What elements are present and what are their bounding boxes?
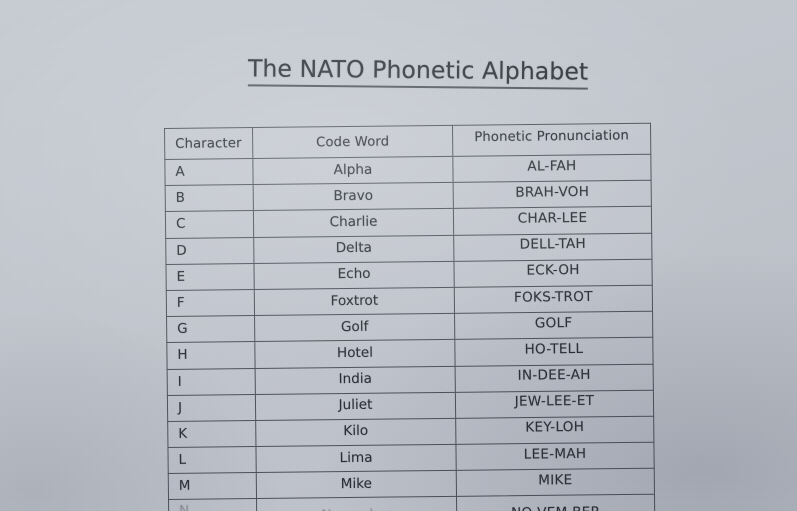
cell-code-word-label: Mike bbox=[340, 475, 373, 492]
cell-character-label: H bbox=[177, 348, 188, 364]
cell-character-label: M bbox=[178, 479, 191, 495]
cell-code-word: Kilo bbox=[255, 417, 456, 447]
cell-phonetic: KEY-LOH bbox=[455, 415, 655, 444]
cell-code-word-label: Golf bbox=[340, 318, 369, 335]
cell-phonetic-label: LEE-MAH bbox=[523, 445, 587, 463]
column-header-code-word-label: Code Word bbox=[315, 134, 390, 150]
cell-phonetic-label: DELL-TAH bbox=[519, 236, 587, 253]
cell-character-label: F bbox=[176, 295, 185, 311]
cell-character: F bbox=[165, 288, 255, 317]
column-header-character: Character bbox=[164, 127, 253, 159]
cell-character: M bbox=[167, 472, 257, 500]
cell-character-label: B bbox=[175, 191, 186, 207]
cell-phonetic-label: BRAH-VOH bbox=[515, 183, 590, 201]
cell-phonetic-label: MIKE bbox=[538, 471, 573, 489]
cell-code-word-label: November bbox=[321, 507, 392, 511]
cell-character-label: I bbox=[177, 374, 182, 390]
cell-character-label: A bbox=[175, 164, 185, 180]
cell-code-word: Echo bbox=[253, 260, 454, 289]
cell-code-word: Hotel bbox=[254, 339, 455, 368]
cell-code-word-label: Hotel bbox=[336, 344, 374, 362]
cell-code-word: India bbox=[254, 365, 455, 394]
cell-phonetic: DELL-TAH bbox=[453, 232, 653, 261]
cell-code-word-label: Delta bbox=[335, 239, 373, 257]
cell-code-word-label: Juliet bbox=[338, 397, 373, 414]
table-body: A Alpha AL-FAH B Bravo BRAH-VOH C Charlie CHAR-L… bbox=[164, 153, 656, 511]
cell-phonetic: JEW-LEE-ET bbox=[454, 389, 655, 418]
cell-code-word-label: Foxtrot bbox=[330, 292, 379, 309]
cell-code-word: November bbox=[256, 496, 457, 511]
cell-character: A bbox=[164, 158, 253, 186]
cell-code-word-label: India bbox=[338, 370, 373, 388]
cell-character: B bbox=[164, 184, 253, 212]
cell-phonetic: MIKE bbox=[455, 467, 655, 497]
cell-character: I bbox=[166, 367, 255, 395]
cell-code-word-label: Alpha bbox=[333, 161, 373, 178]
cell-code-word: Delta bbox=[253, 234, 454, 263]
cell-phonetic: ECK-OH bbox=[453, 258, 653, 287]
column-header-phonetic-label: Phonetic Pronunciation bbox=[474, 127, 630, 145]
cell-code-word-label: Lima bbox=[339, 449, 373, 466]
cell-phonetic-label: ECK-OH bbox=[526, 262, 580, 279]
cell-character: H bbox=[166, 341, 255, 369]
cell-character-label: C bbox=[175, 217, 186, 233]
cell-character-label: G bbox=[177, 321, 188, 338]
cell-code-word: Bravo bbox=[252, 182, 453, 211]
cell-character: L bbox=[167, 446, 256, 474]
cell-phonetic: AL-FAH bbox=[452, 153, 652, 183]
cell-phonetic-label: AL-FAH bbox=[527, 157, 577, 175]
cell-character-label: D bbox=[176, 243, 187, 259]
cell-character: G bbox=[166, 315, 255, 343]
cell-code-word-label: Bravo bbox=[333, 187, 374, 204]
cell-character: E bbox=[165, 262, 254, 290]
cell-code-word: Mike bbox=[255, 470, 457, 499]
cell-phonetic: CHAR-LEE bbox=[452, 206, 653, 235]
cell-phonetic-label: KEY-LOH bbox=[525, 419, 585, 437]
cell-character: C bbox=[164, 210, 254, 238]
cell-code-word-label: Kilo bbox=[343, 423, 369, 440]
nato-alphabet-table: Character Code Word Phonetic Pronunciati… bbox=[164, 122, 656, 511]
column-header-phonetic: Phonetic Pronunciation bbox=[451, 122, 652, 156]
cell-code-word: Juliet bbox=[254, 391, 456, 420]
cell-phonetic: BRAH-VOH bbox=[452, 179, 652, 209]
cell-code-word: Alpha bbox=[252, 155, 453, 185]
cell-phonetic: FOKS-TROT bbox=[453, 284, 654, 313]
cell-phonetic-label: JEW-LEE-ET bbox=[514, 393, 595, 411]
column-header-character-label: Character bbox=[175, 135, 242, 152]
cell-character-label: K bbox=[178, 426, 188, 442]
page-title-text: The NATO Phonetic Alphabet bbox=[247, 54, 589, 86]
cell-code-word: Charlie bbox=[252, 208, 454, 237]
cell-character-label: J bbox=[177, 400, 183, 416]
cell-phonetic: NO-VEM-BER bbox=[456, 494, 656, 511]
cell-code-word-label: Echo bbox=[337, 266, 371, 283]
cell-code-word-label: Charlie bbox=[329, 213, 378, 231]
cell-phonetic: LEE-MAH bbox=[455, 441, 655, 471]
cell-character: J bbox=[166, 393, 256, 421]
page-title: The NATO Phonetic Alphabet bbox=[247, 54, 589, 90]
cell-phonetic: HO-TELL bbox=[454, 337, 654, 366]
cell-code-word: Golf bbox=[254, 312, 455, 342]
cell-character-label: L bbox=[178, 452, 187, 469]
cell-phonetic-label: CHAR-LEE bbox=[517, 209, 588, 227]
column-header-code-word: Code Word bbox=[251, 124, 453, 159]
cell-phonetic-label: HO-TELL bbox=[524, 340, 584, 358]
cell-phonetic-label: NO-VEM-BER bbox=[511, 505, 600, 511]
cell-phonetic: GOLF bbox=[454, 310, 654, 340]
cell-phonetic: IN-DEE-AH bbox=[454, 363, 654, 392]
cell-code-word: Lima bbox=[255, 443, 456, 473]
cell-phonetic-label: GOLF bbox=[534, 314, 573, 332]
cell-code-word: Foxtrot bbox=[253, 286, 455, 316]
cell-character-label: E bbox=[176, 269, 186, 285]
cell-character: N bbox=[168, 498, 257, 511]
cell-character: D bbox=[165, 236, 254, 264]
cell-phonetic-label: IN-DEE-AH bbox=[517, 366, 591, 384]
cell-character: K bbox=[167, 419, 256, 448]
cell-character-label: N bbox=[179, 504, 189, 511]
cell-phonetic-label: FOKS-TROT bbox=[513, 288, 593, 306]
